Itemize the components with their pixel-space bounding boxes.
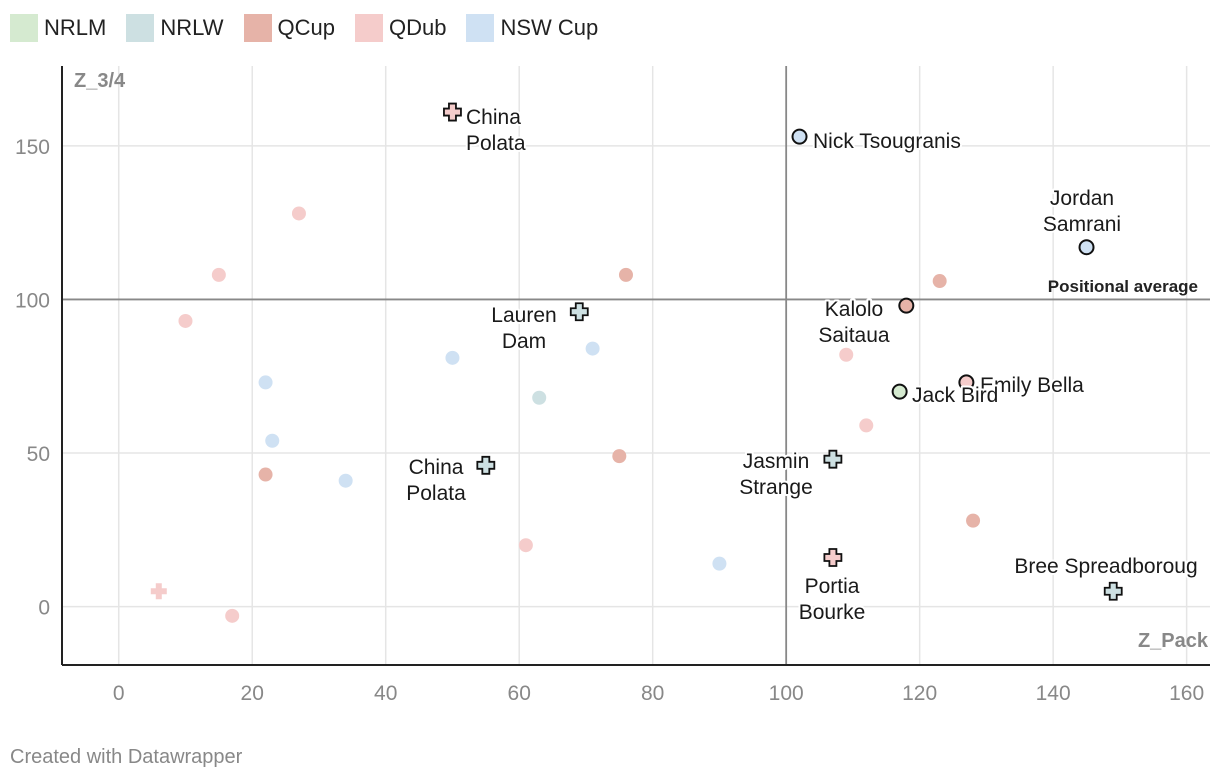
legend-label: QDub — [388, 15, 447, 40]
point-label-line: Jasmin — [743, 450, 810, 473]
point-label-line: Saitaua — [818, 324, 890, 347]
point-label-jack-bird: Jack Bird — [912, 384, 998, 407]
x-tick-label: 160 — [1169, 682, 1204, 705]
legend-swatch — [10, 14, 38, 42]
legend-label: NRLW — [160, 15, 224, 40]
data-point — [225, 608, 240, 623]
y-tick-label: 50 — [27, 443, 50, 466]
point-label-line: Jordan — [1050, 187, 1114, 210]
highlight-cross-china-polata — [443, 102, 462, 122]
point-label-bree-spreadboroug: Bree Spreadboroug — [1014, 555, 1197, 578]
point-label-line: Bree Spreadboroug — [1014, 555, 1197, 578]
reference-line-label: Positional average — [1048, 277, 1198, 296]
x-axis-title: Z_Pack — [1138, 630, 1209, 652]
data-point — [338, 473, 353, 488]
point-label-line: Portia — [805, 575, 860, 598]
point-label-jasmin-strange: Jasmin Strange — [739, 450, 813, 499]
y-axis-title: Z_3/4 — [74, 70, 126, 92]
legend: NRLM NRLW QCup QDub NSW Cup — [10, 12, 598, 44]
data-point — [532, 390, 547, 405]
highlight-cross-portia-bourke — [823, 548, 843, 567]
legend-swatch — [126, 14, 155, 42]
highlight-point-emily-bella — [958, 374, 975, 391]
point-label-lauren-dam: Lauren Dam — [491, 304, 556, 353]
legend-item-qcup: QCup — [243, 14, 335, 42]
point-label-kalolo-saitaua: Kalolo Saitaua — [818, 298, 890, 347]
point-label-line: Bourke — [799, 601, 866, 624]
highlight-cross-jasmin-strange — [823, 449, 843, 469]
point-label-portia-bourke: Portia Bourke — [799, 575, 866, 624]
data-point — [211, 267, 226, 282]
x-tick-label: 60 — [508, 682, 531, 705]
point-label-emily-bella: Emily Bella — [980, 374, 1084, 397]
point-label-line: Lauren — [491, 304, 556, 327]
x-tick-label: 40 — [374, 682, 397, 705]
highlight-point-nick-tsougranis — [791, 128, 808, 145]
point-label-line: China — [409, 456, 464, 479]
legend-label: NRLM — [44, 15, 107, 40]
data-point — [291, 206, 306, 221]
point-label-line: China — [466, 106, 521, 129]
data-point — [612, 449, 627, 464]
legend-item-nrlw: NRLW — [126, 14, 224, 42]
data-point — [258, 467, 273, 482]
x-tick-label: 80 — [641, 682, 664, 705]
data-point-cross — [150, 583, 167, 600]
highlight-cross-china-polata — [476, 455, 496, 475]
x-tick-label: 0 — [113, 682, 125, 705]
point-label-china-polata: China Polata — [466, 106, 526, 155]
legend-item-nrlm: NRLM — [10, 14, 106, 42]
legend-label: QCup — [277, 15, 335, 40]
point-label-line: Strange — [739, 476, 813, 499]
x-tick-label: 20 — [241, 682, 264, 705]
data-point — [518, 538, 533, 553]
highlight-point-jack-bird — [891, 383, 908, 400]
x-tick-label: 100 — [769, 682, 804, 705]
point-label-nick-tsougranis: Nick Tsougranis — [813, 130, 961, 153]
legend-swatch — [354, 14, 383, 42]
data-point — [839, 347, 854, 362]
point-label-line: Samrani — [1043, 213, 1121, 236]
data-point — [585, 341, 600, 356]
point-label-line: Polata — [466, 132, 526, 155]
legend-item-nsw-cup: NSW Cup — [466, 14, 598, 42]
data-point — [258, 375, 273, 390]
data-point — [265, 433, 280, 448]
highlight-cross-lauren-dam — [569, 302, 589, 322]
x-tick-label: 120 — [902, 682, 937, 705]
point-label-line: Nick Tsougranis — [813, 130, 961, 153]
data-point — [618, 267, 633, 282]
point-label-line: Kalolo — [825, 298, 883, 321]
legend-swatch — [243, 14, 272, 42]
data-point — [178, 313, 193, 328]
point-label-line: Dam — [502, 330, 546, 353]
point-label-line: Emily Bella — [980, 374, 1084, 397]
data-point — [712, 556, 727, 571]
point-label-jordan-samrani: Jordan Samrani — [1043, 187, 1121, 236]
y-tick-label: 100 — [15, 289, 50, 312]
highlight-point-kalolo-saitaua — [898, 297, 915, 314]
legend-swatch — [466, 14, 495, 42]
y-tick-label: 150 — [15, 136, 50, 159]
legend-item-qdub: QDub — [354, 14, 447, 42]
data-point — [966, 513, 981, 528]
footer-credit: Created with Datawrapper — [10, 746, 243, 768]
data-point — [932, 274, 947, 289]
x-tick-label: 140 — [1036, 682, 1071, 705]
data-point — [445, 350, 460, 365]
legend-label: NSW Cup — [500, 15, 599, 40]
highlight-cross-bree-spreadboroug — [1103, 581, 1123, 601]
data-point — [859, 418, 874, 433]
point-label-china-polata: China Polata — [406, 456, 466, 505]
point-label-line: Polata — [406, 482, 466, 505]
point-label-line: Jack Bird — [912, 384, 998, 407]
y-tick-label: 0 — [38, 597, 50, 620]
highlight-point-jordan-samrani — [1078, 239, 1095, 256]
